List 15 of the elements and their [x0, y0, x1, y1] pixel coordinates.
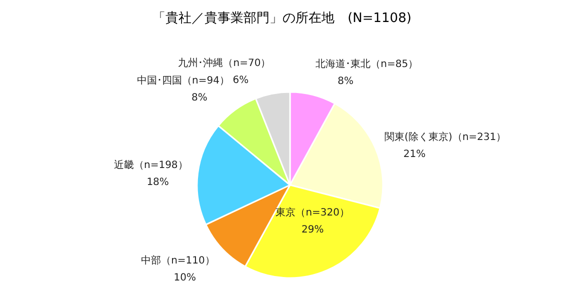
data-label: 18%	[146, 177, 169, 188]
data-label: 6%	[232, 74, 249, 86]
chart-title: 「貴社／貴事業部門」の所在地 (N=1108)	[152, 11, 412, 26]
slice-label: 近畿（n=198）	[114, 159, 188, 172]
slice-label: 中国･四国（n=94）	[137, 74, 230, 87]
slice-label: 東京（n=320）	[276, 206, 350, 218]
data-label: 8%	[192, 92, 208, 104]
data-label: 21%	[403, 149, 426, 160]
slice-label: 中部（n=110）	[141, 254, 215, 267]
slice-label: 関東(除く東京)（n=231）	[384, 131, 506, 144]
data-label: 29%	[302, 224, 324, 236]
slice-label: 九州･沖縄（n=70）	[178, 56, 271, 69]
data-label: 10%	[174, 272, 196, 284]
slice-label: 北海道･東北（n=85）	[316, 58, 418, 70]
data-label: 8%	[338, 76, 354, 88]
